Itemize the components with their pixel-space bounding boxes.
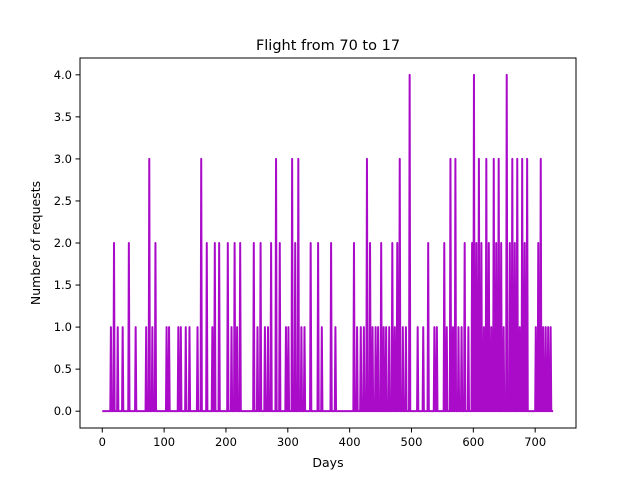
series-layer [102,73,554,413]
y-tick-label: 1.5 [54,278,72,292]
y-tick-label: 2.5 [54,194,72,208]
x-tick-label: 300 [277,435,299,449]
chart-title: Flight from 70 to 17 [256,38,400,54]
x-tick-label: 100 [153,435,175,449]
y-tick-label: 2.0 [54,236,72,250]
x-axis-label: Days [312,455,343,470]
x-tick-label: 600 [462,435,484,449]
x-tick-label: 500 [401,435,423,449]
y-axis-label: Number of requests [28,181,43,305]
y-axis-ticks: 0.0 0.5 1.0 1.5 2.0 2.5 3.0 3.5 4.0 [54,68,80,418]
y-tick-label: 4.0 [54,68,72,82]
x-tick-label: 0 [99,435,106,449]
x-tick-label: 200 [215,435,237,449]
y-tick-label: 0.0 [54,404,72,418]
y-tick-label: 0.5 [54,362,72,376]
x-tick-label: 700 [524,435,546,449]
x-axis-ticks: 0 100 200 300 400 500 600 700 [99,428,546,449]
series-line [102,73,554,413]
x-tick-label: 400 [339,435,361,449]
y-tick-label: 1.0 [54,320,72,334]
y-tick-label: 3.5 [54,110,72,124]
y-tick-label: 3.0 [54,152,72,166]
